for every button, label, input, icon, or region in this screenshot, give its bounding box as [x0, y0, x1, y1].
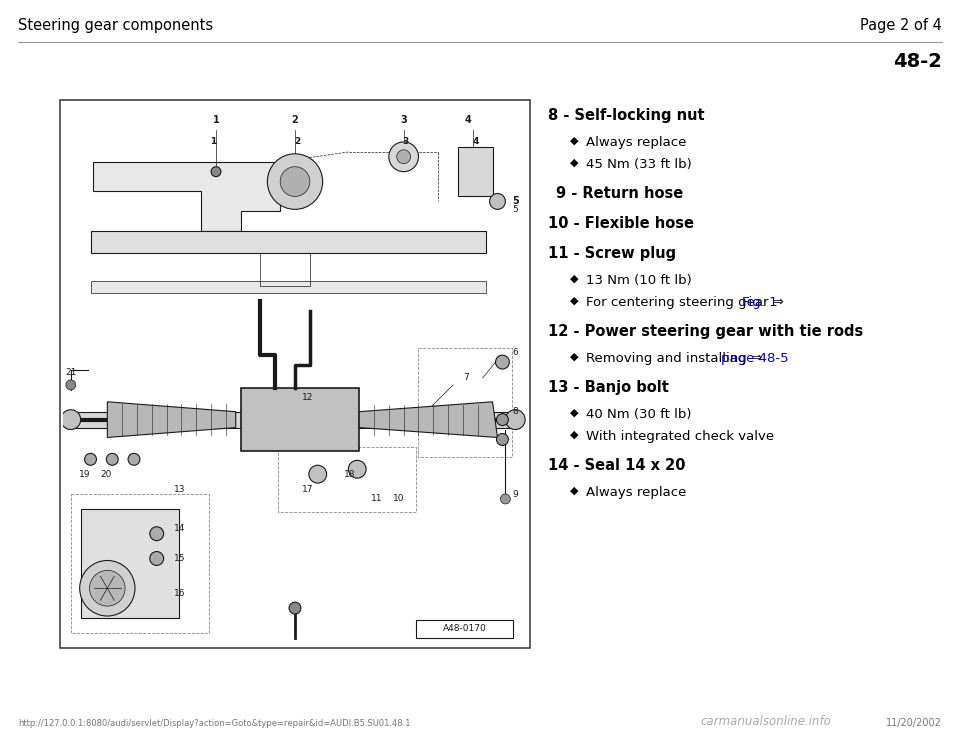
Text: carmanualsonline.info: carmanualsonline.info: [700, 715, 830, 728]
Text: ◆: ◆: [570, 274, 579, 284]
Text: Always replace: Always replace: [586, 136, 686, 149]
Circle shape: [280, 167, 310, 197]
Bar: [90, 232, 486, 253]
Text: 11 - Screw plug: 11 - Screw plug: [548, 246, 676, 261]
Text: 12 - Power steering gear with tie rods: 12 - Power steering gear with tie rods: [548, 324, 863, 339]
Polygon shape: [108, 401, 236, 438]
Bar: [71, 494, 209, 633]
Text: 9 - Return hose: 9 - Return hose: [556, 186, 684, 201]
Circle shape: [128, 453, 140, 465]
Text: 4: 4: [465, 115, 471, 125]
Text: 21: 21: [65, 367, 77, 376]
Text: 18: 18: [344, 470, 355, 479]
Text: Steering gear components: Steering gear components: [18, 18, 213, 33]
Text: 4: 4: [472, 137, 479, 146]
Circle shape: [267, 154, 323, 209]
Text: 5: 5: [513, 205, 518, 214]
Text: page 48-5: page 48-5: [721, 352, 789, 365]
Text: 20: 20: [101, 470, 112, 479]
Text: 3: 3: [400, 115, 407, 125]
Bar: [90, 280, 486, 292]
Text: ◆: ◆: [570, 296, 579, 306]
Text: 13: 13: [174, 485, 185, 493]
Text: 2: 2: [292, 115, 299, 125]
Text: ◆: ◆: [570, 158, 579, 168]
Text: 2: 2: [294, 137, 300, 146]
Text: 1: 1: [210, 137, 216, 146]
Circle shape: [60, 410, 81, 430]
Bar: [458, 147, 492, 197]
Text: ◆: ◆: [570, 430, 579, 440]
Circle shape: [500, 494, 511, 504]
Text: 13 - Banjo bolt: 13 - Banjo bolt: [548, 380, 669, 395]
Text: 3: 3: [402, 137, 409, 146]
Text: 5: 5: [513, 197, 519, 206]
Text: Removing and installing ⇒: Removing and installing ⇒: [586, 352, 766, 365]
Text: 9: 9: [513, 490, 518, 499]
Circle shape: [150, 527, 163, 541]
Text: 7: 7: [463, 373, 468, 382]
Bar: [278, 447, 417, 512]
Bar: [81, 509, 180, 618]
Text: ◆: ◆: [570, 352, 579, 362]
Text: 14 - Seal 14 x 20: 14 - Seal 14 x 20: [548, 458, 685, 473]
Polygon shape: [359, 401, 497, 438]
Text: 15: 15: [174, 554, 185, 563]
Circle shape: [107, 453, 118, 465]
Circle shape: [389, 142, 419, 171]
Bar: [241, 388, 359, 451]
Circle shape: [495, 355, 510, 369]
Circle shape: [89, 571, 125, 606]
Text: ◆: ◆: [570, 136, 579, 146]
Circle shape: [348, 460, 366, 478]
Circle shape: [84, 453, 96, 465]
Bar: [359, 412, 513, 427]
Text: 17: 17: [302, 485, 314, 493]
Text: 40 Nm (30 ft lb): 40 Nm (30 ft lb): [586, 408, 691, 421]
Circle shape: [80, 560, 135, 616]
Text: Fig. 1: Fig. 1: [742, 296, 778, 309]
Text: 6: 6: [513, 348, 518, 357]
Text: 11/20/2002: 11/20/2002: [886, 718, 942, 728]
Text: Always replace: Always replace: [586, 486, 686, 499]
Text: 16: 16: [174, 588, 185, 598]
Text: 11: 11: [372, 494, 383, 504]
Text: ◆: ◆: [570, 486, 579, 496]
Text: For centering steering gear ⇒: For centering steering gear ⇒: [586, 296, 788, 309]
Circle shape: [496, 414, 509, 426]
Circle shape: [211, 167, 221, 177]
Text: 13 Nm (10 ft lb): 13 Nm (10 ft lb): [586, 274, 692, 287]
Text: http://127.0.0.1:8080/audi/servlet/Display?action=Goto&type=repair&id=AUDI.B5.SU: http://127.0.0.1:8080/audi/servlet/Displ…: [18, 719, 411, 728]
Circle shape: [289, 602, 300, 614]
Text: ◆: ◆: [570, 408, 579, 418]
Circle shape: [490, 194, 505, 209]
Circle shape: [505, 410, 525, 430]
Text: With integrated check valve: With integrated check valve: [586, 430, 774, 443]
Text: 8: 8: [513, 407, 518, 416]
Text: 14: 14: [174, 525, 185, 533]
Text: A48-0170: A48-0170: [443, 625, 487, 634]
Text: 19: 19: [79, 470, 90, 479]
Polygon shape: [92, 162, 280, 232]
Bar: [73, 412, 241, 427]
Circle shape: [150, 551, 163, 565]
Circle shape: [496, 433, 509, 445]
Text: 10: 10: [393, 494, 404, 504]
Circle shape: [396, 150, 411, 164]
Circle shape: [66, 380, 76, 390]
Bar: [60, 100, 530, 648]
Text: 8 - Self-locking nut: 8 - Self-locking nut: [548, 108, 705, 123]
Text: 45 Nm (33 ft lb): 45 Nm (33 ft lb): [586, 158, 692, 171]
Text: 48-2: 48-2: [893, 52, 942, 71]
Text: 1: 1: [212, 115, 219, 125]
Circle shape: [309, 465, 326, 483]
Bar: [419, 348, 513, 457]
Text: Page 2 of 4: Page 2 of 4: [860, 18, 942, 33]
Text: 10 - Flexible hose: 10 - Flexible hose: [548, 216, 694, 231]
Text: 12: 12: [302, 393, 314, 402]
Bar: [417, 620, 514, 638]
